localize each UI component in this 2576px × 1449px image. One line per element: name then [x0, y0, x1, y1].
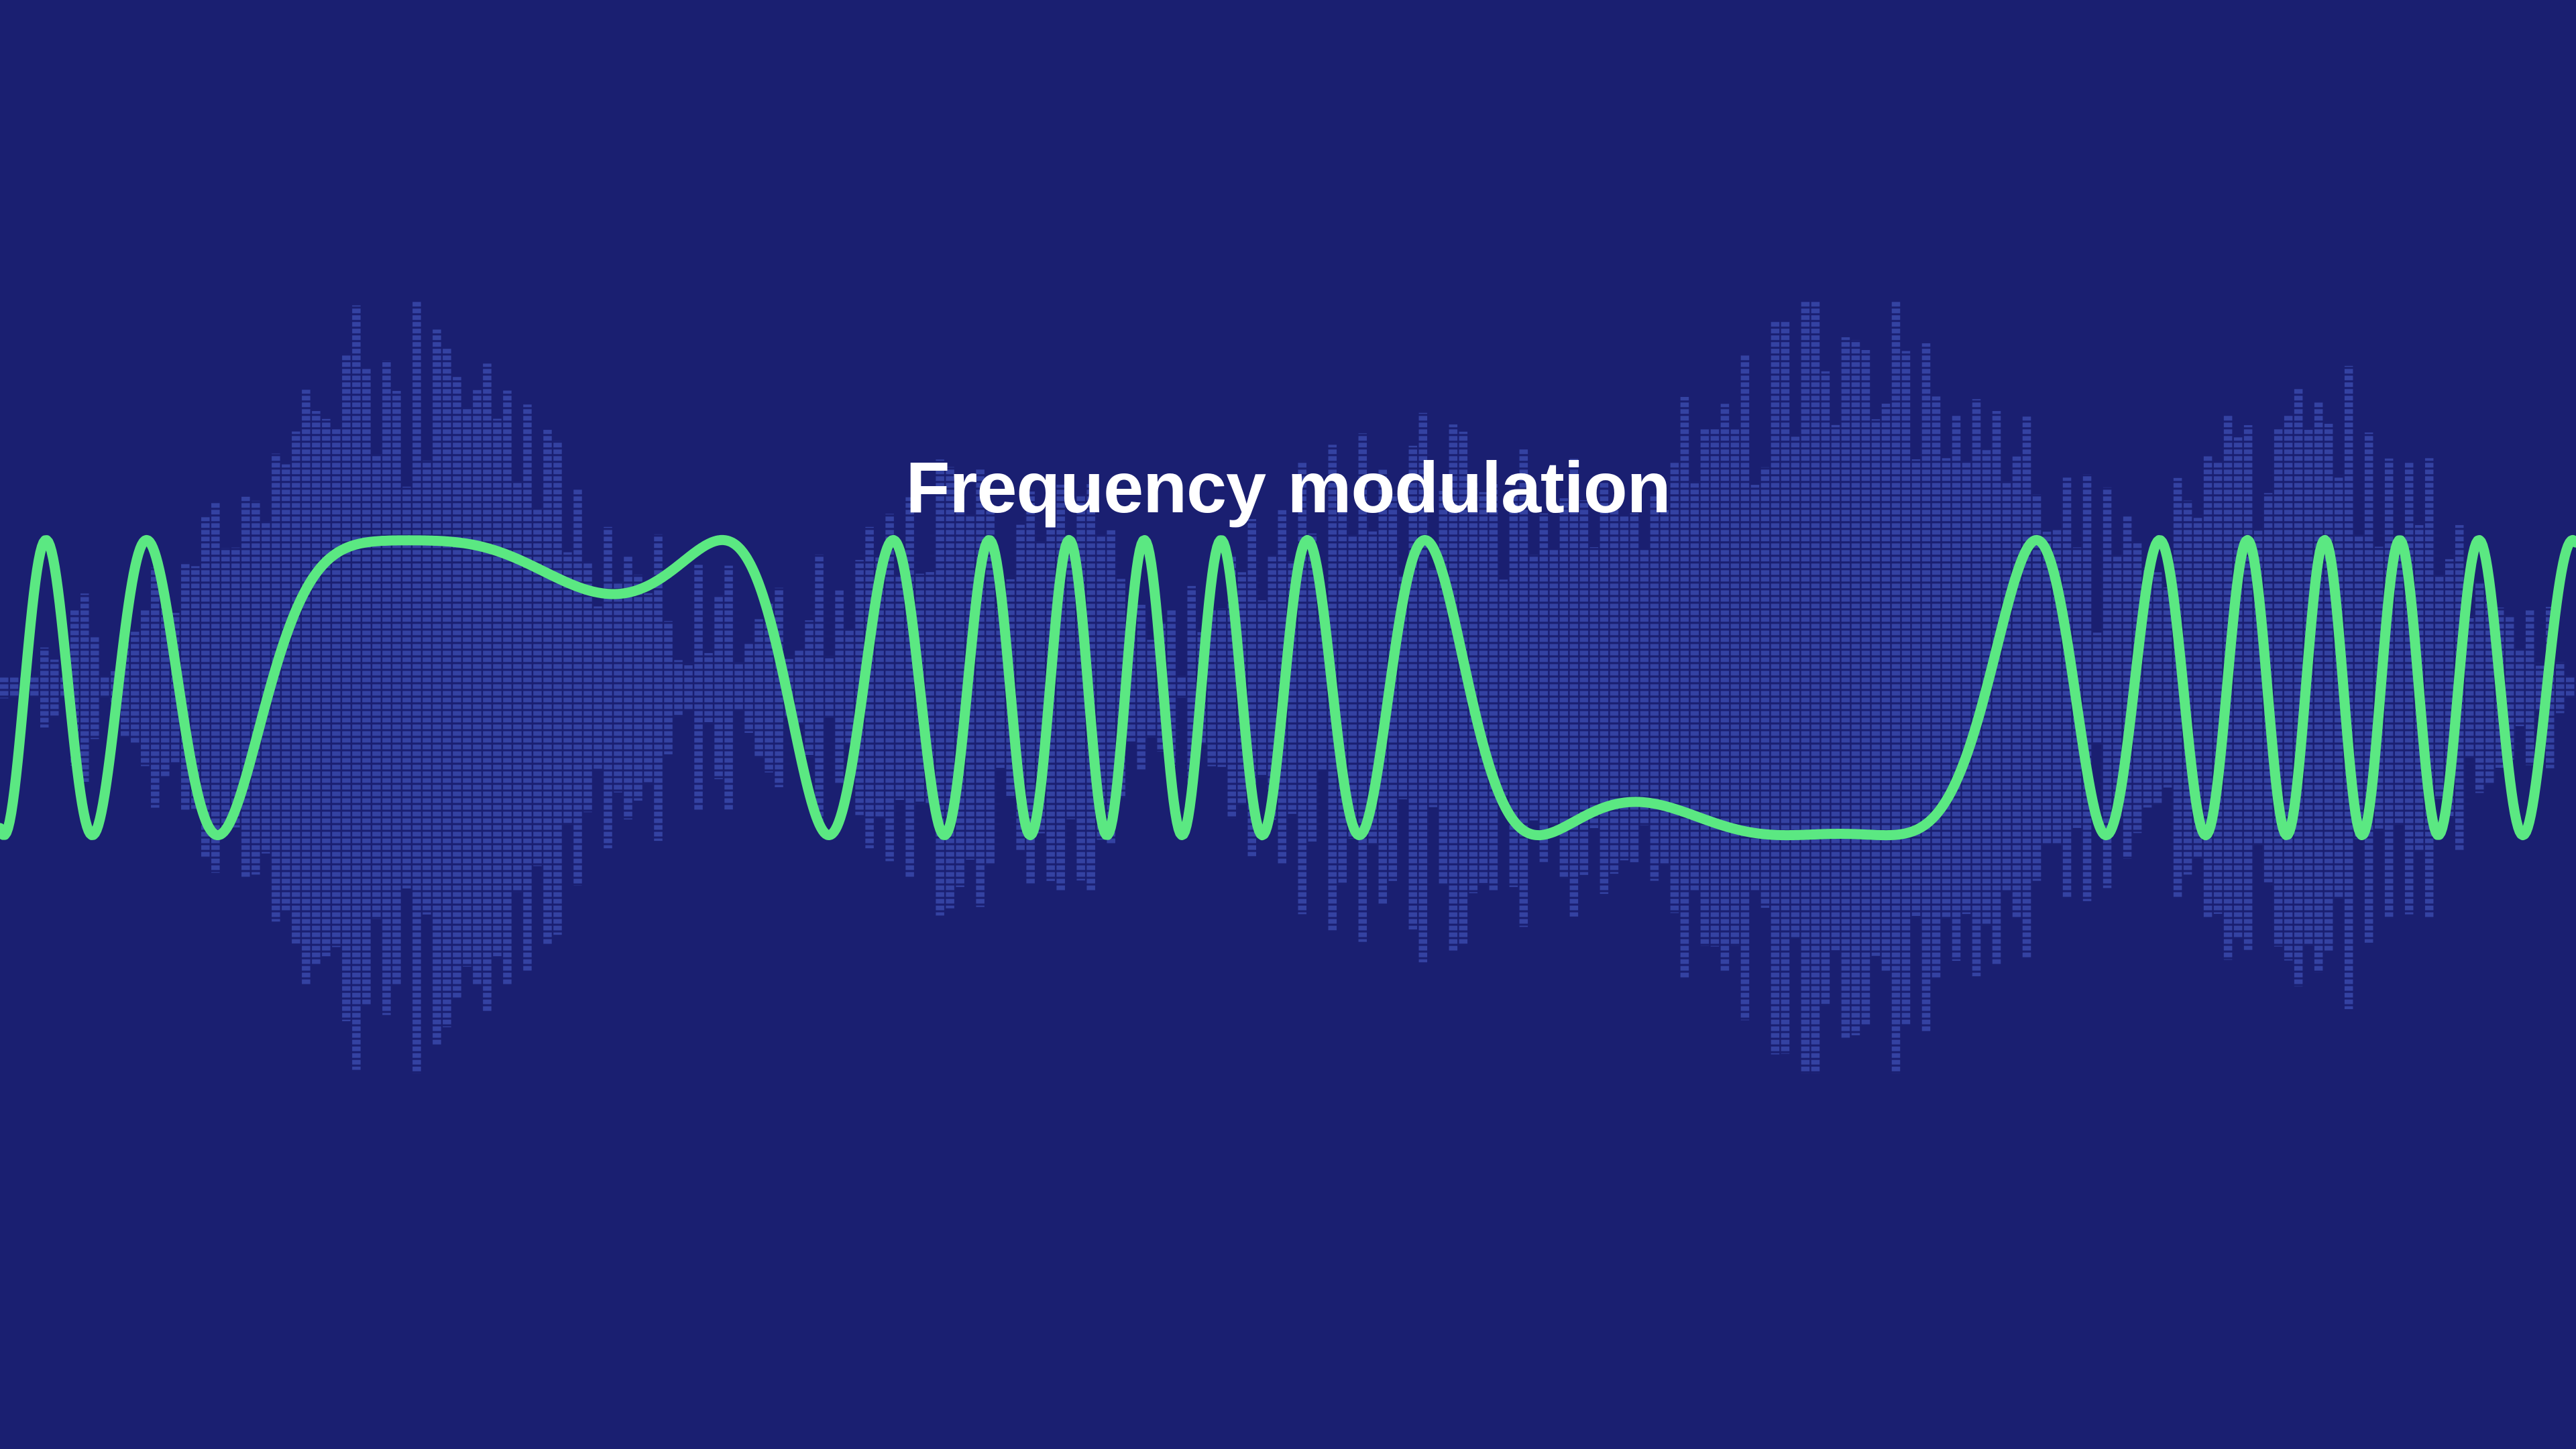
title-word1: Frequency [905, 447, 1265, 528]
diagram-canvas: Frequency modulation [0, 0, 2576, 1449]
title-word2: modulation [1287, 447, 1670, 528]
title-block: Frequency modulation [0, 445, 2576, 529]
wave-svg [0, 0, 2576, 1449]
title-word1-wrap: Frequency [905, 445, 1265, 529]
